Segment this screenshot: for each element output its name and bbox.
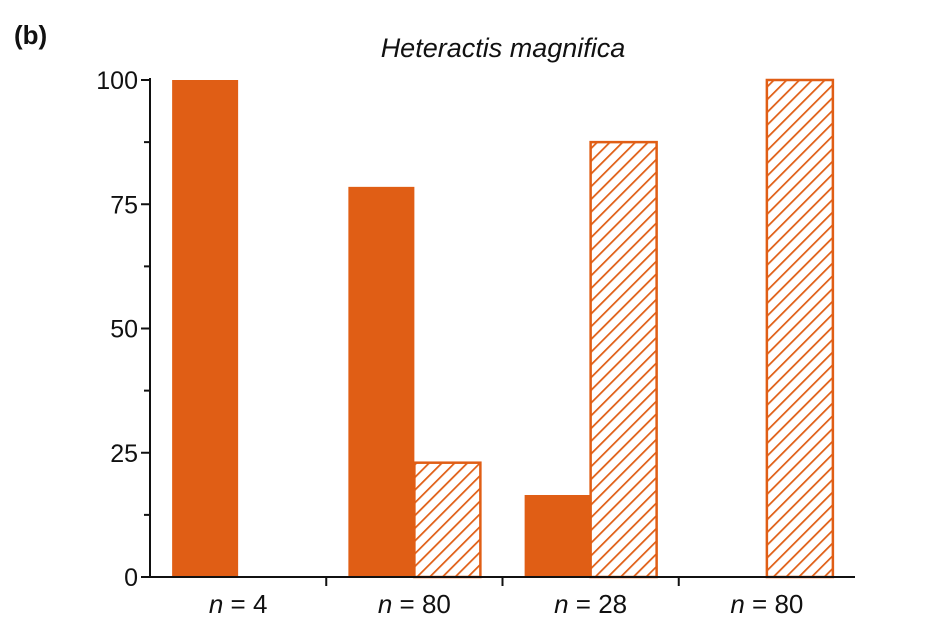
solid-bar-2 xyxy=(348,186,415,578)
x-tick-label: n = 4 xyxy=(209,589,268,619)
hatched-bar-2 xyxy=(413,461,482,579)
x-tick-label: n = 28 xyxy=(554,589,627,619)
y-tick-label: 100 xyxy=(96,67,138,95)
bars-group xyxy=(172,78,835,579)
x-tick-labels: n = 4 n = 80 n = 28 n = 80 xyxy=(209,589,804,619)
y-tick-label: 75 xyxy=(110,191,138,219)
solid-bar-3 xyxy=(524,494,591,577)
y-tick-label: 25 xyxy=(110,440,138,468)
x-tick-label: n = 80 xyxy=(730,589,803,619)
chart-title: Heteractis magnifica xyxy=(381,33,626,63)
y-tick-label: 0 xyxy=(124,564,138,592)
hatched-bar-3 xyxy=(589,140,658,579)
hatched-bar-4 xyxy=(765,78,835,579)
solid-bar-1 xyxy=(172,80,239,577)
panel-label: (b) xyxy=(14,20,48,50)
y-tick-label: 50 xyxy=(110,316,138,344)
axes-group xyxy=(141,78,855,586)
x-tick-label: n = 80 xyxy=(378,589,451,619)
y-tick-labels: 0 25 50 75 100 xyxy=(96,67,138,592)
